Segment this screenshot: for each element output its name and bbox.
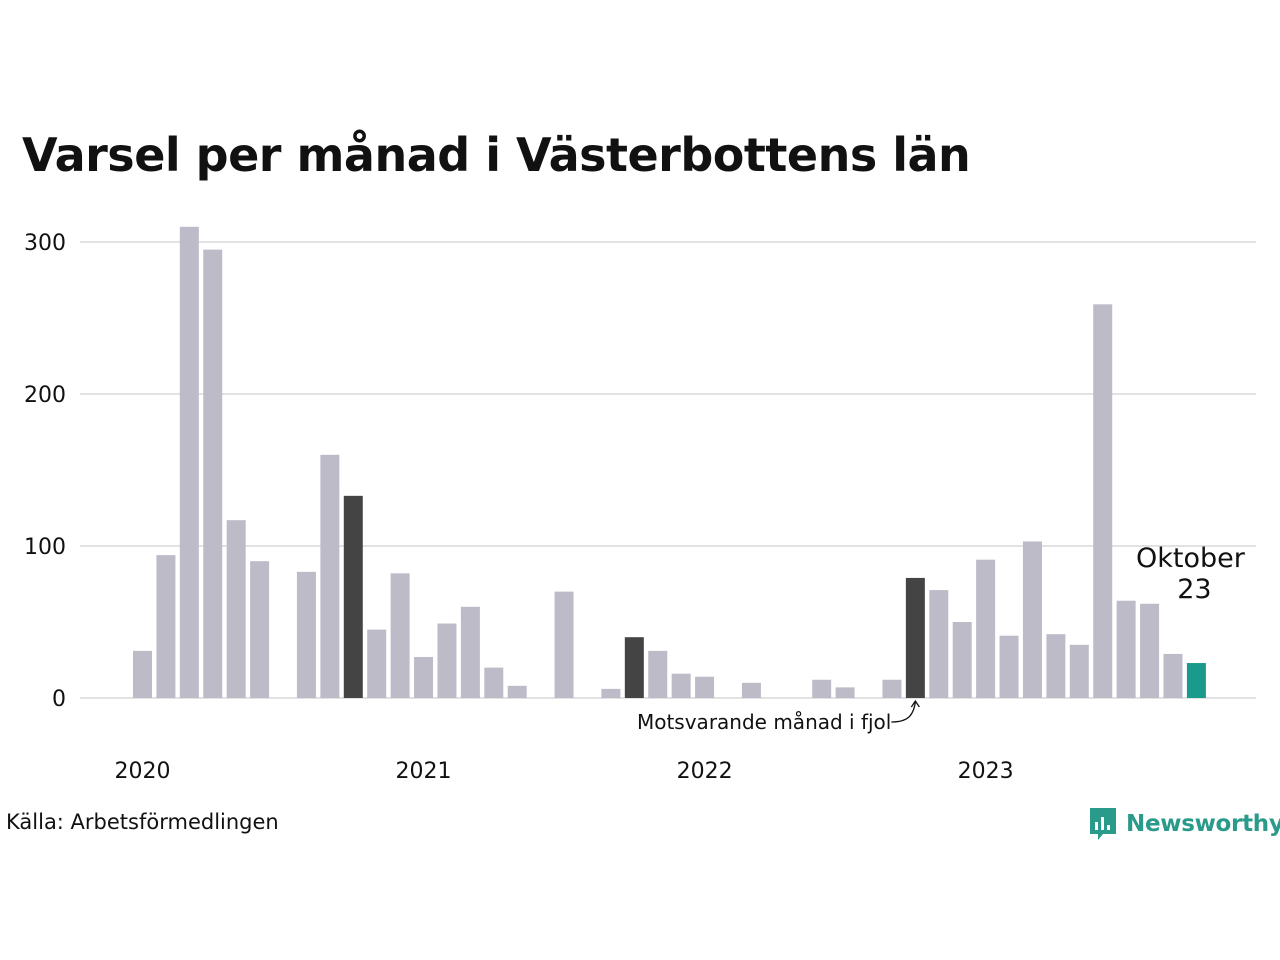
x-axis-ticks: 2020 2021 2022 2023 (115, 759, 1014, 784)
bar-2022-01 (695, 676, 715, 698)
bar-2020-04 (203, 249, 223, 698)
bar-2022-11 (929, 590, 949, 698)
bars (133, 226, 1206, 699)
bar-2021-09 (601, 688, 621, 698)
bar-2022-07 (835, 687, 855, 698)
bar-2020-03 (179, 226, 199, 699)
bar-2021-07 (554, 591, 574, 698)
bar-2020-05 (226, 520, 246, 698)
y-tick-label: 300 (24, 231, 66, 256)
y-tick-label: 0 (52, 687, 66, 712)
bar-2023-05 (1069, 644, 1089, 698)
x-tick-label: 2022 (677, 759, 733, 784)
bar-2020-02 (156, 555, 176, 698)
x-tick-label: 2021 (396, 759, 452, 784)
bar-chart: 0 100 200 300 2020 2021 2022 2023 Motsvarande … (24, 226, 1256, 784)
bar-2023-10 (1186, 663, 1206, 698)
bar-2023-09 (1163, 653, 1183, 698)
comparison-annotation-label: Motsvarande månad i fjol (637, 710, 891, 734)
bar-2023-07 (1116, 600, 1136, 698)
source-note: Källa: Arbetsförmedlingen (6, 810, 279, 834)
bar-2023-02 (999, 635, 1019, 698)
bar-2021-10 (624, 637, 644, 698)
bar-2020-12 (390, 573, 410, 698)
bar-2023-04 (1046, 634, 1066, 698)
y-tick-label: 100 (24, 535, 66, 560)
bar-2021-11 (648, 650, 668, 698)
current-year-label: 23 (1177, 574, 1211, 605)
bar-2021-04 (484, 667, 504, 698)
bar-2023-06 (1093, 304, 1113, 698)
bar-2022-09 (882, 679, 902, 698)
current-month-label: Oktober (1136, 543, 1246, 574)
bar-2020-08 (296, 571, 316, 698)
annotations: Motsvarande månad i fjol Oktober 23 (637, 543, 1246, 734)
bar-2020-10 (343, 495, 363, 698)
bar-2023-03 (1022, 541, 1042, 698)
bar-2020-01 (133, 650, 152, 698)
bar-2022-06 (812, 679, 832, 698)
bar-2023-08 (1140, 603, 1160, 698)
x-tick-label: 2020 (115, 759, 171, 784)
bar-2021-05 (507, 685, 527, 698)
bar-2021-02 (437, 623, 457, 698)
newsworthy-logo-icon (1090, 808, 1116, 840)
bar-2023-01 (976, 559, 996, 698)
y-tick-label: 200 (24, 383, 66, 408)
bar-2021-03 (460, 606, 480, 698)
bar-2020-09 (320, 454, 340, 698)
bar-2022-12 (952, 622, 972, 698)
bar-2021-12 (671, 673, 691, 698)
brand-name: Newsworthy (1126, 811, 1280, 837)
comparison-annotation-arrow (891, 699, 920, 723)
bar-2020-06 (250, 561, 270, 698)
bar-2022-10 (905, 577, 925, 698)
brand-logo: Newsworthy (1088, 804, 1280, 844)
bar-2021-01 (414, 656, 434, 698)
bar-2020-11 (367, 629, 387, 698)
chart-title: Varsel per månad i Västerbottens län (22, 128, 971, 182)
x-tick-label: 2023 (958, 759, 1014, 784)
y-axis-ticks: 0 100 200 300 (24, 231, 66, 712)
bar-2022-03 (741, 682, 761, 698)
